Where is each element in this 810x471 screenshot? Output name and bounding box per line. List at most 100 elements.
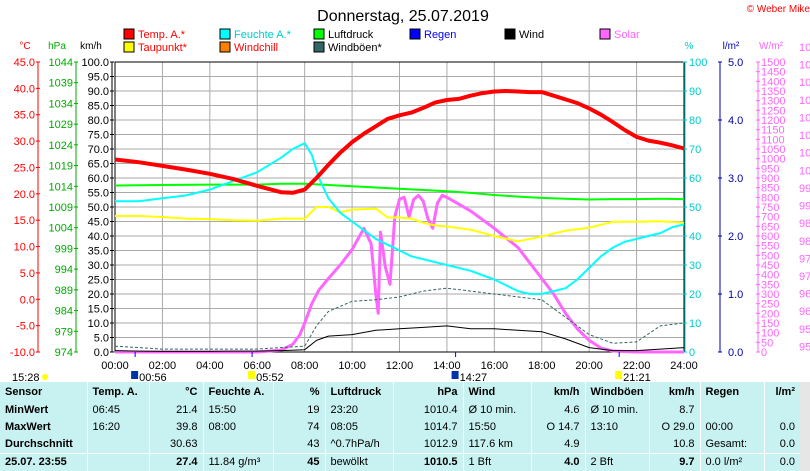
pressure-axis-label-1: 1039 — [49, 78, 73, 90]
summary-cell: % — [272, 382, 325, 402]
extra-axis-label-2: 1025 — [799, 77, 810, 89]
summary-cell: l/m² — [763, 382, 800, 402]
wind-axis-label-15: 25.0 — [88, 275, 109, 287]
legend-label-6: Taupunkt* — [138, 42, 188, 54]
moon_set-label: 14:27 — [460, 372, 488, 382]
sunrise-label: 05:52 — [256, 372, 284, 382]
time-label-4: 08:00 — [291, 360, 319, 372]
solar-axis-label-23: 350 — [761, 279, 779, 291]
time-label-12: 24:00 — [670, 360, 698, 372]
pressure-axis-label-9: 999 — [55, 243, 73, 255]
humidity-axis-label-10: 0 — [689, 347, 695, 359]
temp-axis-label-6: 15.0 — [14, 215, 35, 227]
summary-cell: 74 — [272, 419, 325, 436]
solar-axis-label-26: 200 — [761, 308, 779, 320]
extra-axis-label-14: 965 — [799, 289, 810, 301]
temp-axis-label-0: 45.0 — [14, 57, 35, 69]
summary-cell — [763, 402, 800, 419]
extra-axis-label-12: 975 — [799, 253, 810, 265]
summary-cell: 2 Bft — [584, 453, 649, 471]
summary-cell: 1010.4 — [392, 402, 463, 419]
solar-axis-label-27: 150 — [761, 318, 779, 330]
summary-cell: 10.8 — [648, 436, 700, 454]
solar-axis-label-22: 400 — [761, 270, 779, 282]
solar-axis-label-9: 1050 — [761, 144, 785, 156]
legend-swatch-8 — [313, 41, 325, 53]
summary-cell: hPa — [392, 382, 463, 402]
time-label-10: 20:00 — [575, 360, 603, 372]
legend-label-4: Wind — [519, 29, 544, 41]
wind-axis-label-18: 10.0 — [88, 318, 109, 330]
rain-axis-label-0: 5.0 — [728, 57, 743, 69]
series-line-solar — [115, 193, 684, 354]
copyright-link[interactable]: © Weber Mike — [747, 4, 810, 15]
summary-cell: 45 — [272, 453, 325, 471]
wind-axis-label-4: 80.0 — [88, 115, 109, 127]
extra-axis-label-8: 995 — [799, 183, 810, 195]
summary-cell: 23:20 — [324, 402, 393, 419]
summary-cell: 25.07. 23:55 — [0, 453, 87, 471]
summary-cell — [584, 436, 649, 454]
extra-axis-label-16: 955 — [799, 324, 810, 336]
humidity-axis-label-2: 80 — [689, 115, 701, 127]
solar-axis-label-5: 1250 — [761, 105, 785, 117]
summary-cell — [86, 453, 149, 471]
summary-cell: 9.7 — [648, 453, 700, 471]
temp-axis-label-10: -5.0 — [16, 321, 35, 333]
summary-cell: 06:45 — [86, 402, 149, 419]
unit-humidity: % — [685, 41, 694, 52]
legend-label-2: Luftdruck — [328, 29, 374, 41]
summary-cell: 27.4 — [148, 453, 203, 471]
wind-axis-label-8: 60.0 — [88, 173, 109, 185]
axes: 45.0 40.0 35.0 30.0 25.0 20.0 15.0 10.0 5.0 0.0 -5… — [10, 42, 810, 359]
summary-cell: Sensor — [5, 386, 43, 398]
summary-cell: 30.63 — [148, 436, 203, 454]
legend-swatch-7 — [219, 41, 231, 53]
weather-chart: Donnerstag, 25.07.2019 © Weber Mike Temp… — [10, 4, 810, 382]
humidity-axis-label-0: 100 — [689, 57, 707, 69]
solar-axis-label-29: 50 — [761, 337, 773, 349]
summary-cell: °C — [148, 382, 203, 402]
summary-table: Sensor Temp. A. °C Feuchte A.% Luftdruck hPa W… — [0, 382, 800, 471]
legend-label-3: Regen — [424, 29, 456, 41]
unit-solar: W/m² — [759, 41, 784, 52]
rain-axis-label-2: 3.0 — [728, 173, 743, 185]
pressure-axis-label-13: 979 — [55, 326, 73, 338]
solar-axis-label-18: 600 — [761, 231, 779, 243]
summary-cell: 15:50 — [462, 419, 531, 436]
solar-axis-label-6: 1200 — [761, 115, 785, 127]
summary-cell: 0.0 — [763, 453, 800, 471]
legend-label-7: Windchill — [234, 42, 278, 54]
summary-cell: km/h — [648, 382, 700, 402]
sun-moon-times: 15:28 00:56 05:52 14:27 21:21 — [12, 352, 651, 382]
humidity-axis-label-3: 70 — [689, 144, 701, 156]
summary-row: Durchschnitt 30.63 43 ^0.7hPa/h 1012.9 117.6 … — [0, 436, 800, 454]
extra-axis-label-15: 960 — [799, 306, 810, 318]
summary-cell: Durchschnitt — [5, 438, 73, 450]
temp-axis-label-1: 40.0 — [14, 83, 35, 95]
summary-cell: 117.6 km — [462, 436, 531, 454]
summary-row: Sensor Temp. A. °C Feuchte A.% Luftdruck hPa W… — [0, 382, 800, 402]
solar-axis-label-20: 500 — [761, 250, 779, 262]
extra-axis-label-17: 950 — [799, 341, 810, 353]
extra-axis-label-0: 1035 — [799, 42, 810, 54]
summary-cell: Wind — [462, 382, 531, 402]
solar-axis-label-1: 1450 — [761, 67, 785, 79]
summary-cell: ^0.7hPa/h — [324, 436, 393, 454]
series-layer — [114, 89, 685, 354]
summary-cell: 39.8 — [148, 419, 203, 436]
temp-axis-label-3: 30.0 — [14, 136, 35, 148]
summary-cell: bewölkt — [324, 453, 393, 471]
summary-cell: 1014.7 — [392, 419, 463, 436]
solar-axis-label-8: 1100 — [761, 134, 785, 146]
extra-axis-label-4: 1015 — [799, 112, 810, 124]
summary-cell: km/h — [530, 382, 585, 402]
humidity-axis-label-9: 10 — [689, 318, 701, 330]
summary-cell: 4.6 — [530, 402, 585, 419]
scrollbar[interactable] — [800, 382, 810, 471]
summary-cell: 1012.9 — [392, 436, 463, 454]
wind-axis-label-3: 85.0 — [88, 101, 109, 113]
time-label-0: 00:00 — [101, 360, 129, 372]
wind-axis-label-9: 55.0 — [88, 188, 109, 200]
